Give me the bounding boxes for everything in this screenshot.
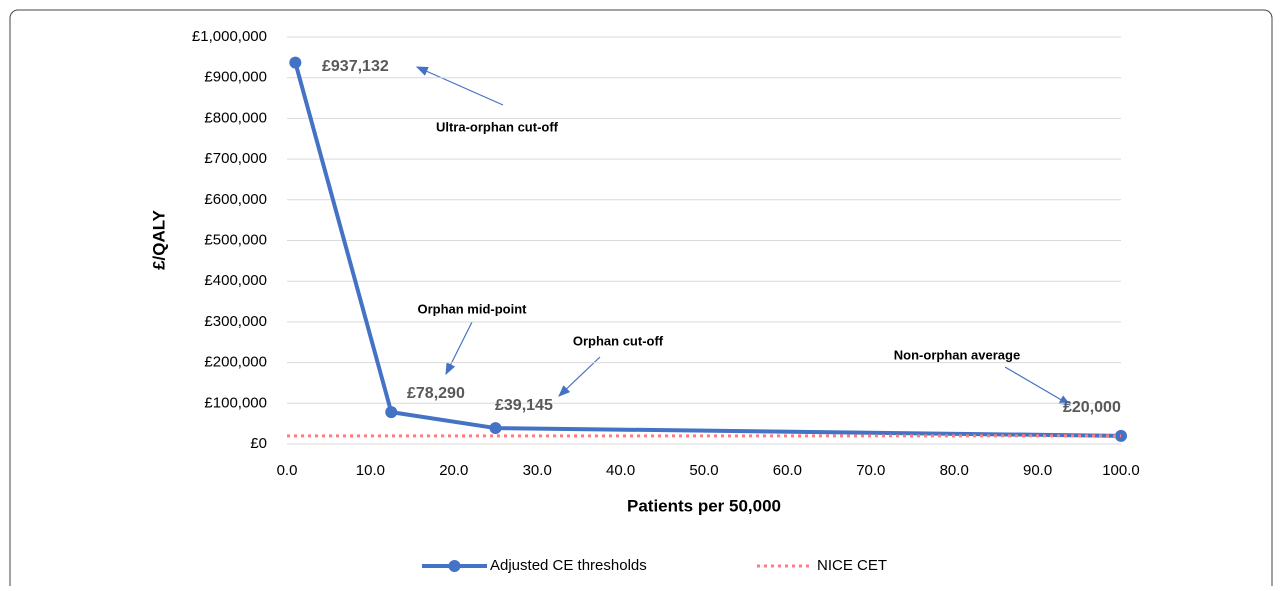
- legend-label: NICE CET: [817, 557, 887, 574]
- y-tick-label: £900,000: [204, 69, 267, 86]
- arrows: [415, 66, 1072, 406]
- x-tick-label: 50.0: [689, 462, 718, 479]
- y-tick-label: £700,000: [204, 150, 267, 167]
- y-tick-label: £300,000: [204, 313, 267, 330]
- y-tick-label: £1,000,000: [192, 28, 267, 45]
- point: [489, 422, 502, 435]
- annotation: Orphan cut-off: [573, 333, 664, 348]
- x-tick-label: 30.0: [523, 462, 552, 479]
- arrow: [415, 66, 504, 106]
- arrow: [558, 356, 601, 397]
- x-tick-label: 40.0: [606, 462, 635, 479]
- data-label: £78,290: [407, 385, 465, 402]
- arrow: [445, 321, 473, 376]
- y-tick-label: £200,000: [204, 354, 267, 371]
- x-tick-label: 100.0: [1102, 462, 1140, 479]
- x-axis-title: Patients per 50,000: [627, 496, 781, 515]
- data-label: £20,000: [1063, 399, 1121, 416]
- frame: [9, 9, 1273, 591]
- x-tick-label: 80.0: [940, 462, 969, 479]
- series-line: [293, 62, 1122, 438]
- legend-label: Adjusted CE thresholds: [490, 557, 647, 574]
- y-tick-label: £100,000: [204, 394, 267, 411]
- x-tick-label: 0.0: [277, 462, 298, 479]
- data-label: £937,132: [322, 58, 389, 75]
- annotation: Orphan mid-point: [417, 301, 527, 316]
- annotation: Non-orphan average: [894, 347, 1020, 362]
- x-tick-label: 90.0: [1023, 462, 1052, 479]
- y-tick-label: £400,000: [204, 272, 267, 289]
- y-tick-label: £800,000: [204, 109, 267, 126]
- data-label: £39,145: [495, 397, 553, 414]
- y-tick-label: £600,000: [204, 191, 267, 208]
- x-tick-label: 10.0: [356, 462, 385, 479]
- y-tick-label: £0: [250, 435, 267, 452]
- x-tick-label: 60.0: [773, 462, 802, 479]
- annotation: Ultra-orphan cut-off: [436, 119, 559, 134]
- legend-marker: [448, 560, 461, 572]
- point: [385, 406, 398, 419]
- x-tick-label: 20.0: [439, 462, 468, 479]
- arrow: [1004, 366, 1072, 406]
- point: [289, 56, 302, 69]
- y-axis-title: £/QALY: [149, 209, 168, 270]
- y-tick-label: £500,000: [204, 231, 267, 248]
- x-tick-label: 70.0: [856, 462, 885, 479]
